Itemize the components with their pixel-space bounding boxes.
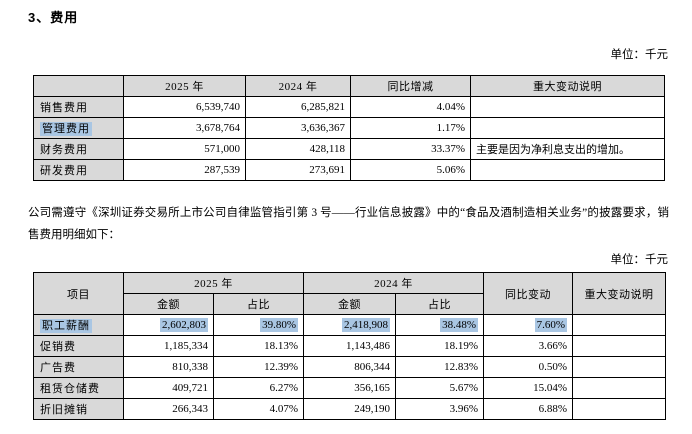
row-label: 促销费 [33, 335, 124, 357]
column-header-2024: 2024 年 [303, 272, 484, 294]
text-selection-highlight: 职工薪酬 [40, 319, 92, 333]
amount-2024: 2,418,908 [303, 314, 396, 336]
table-row: 职工薪酬 2,602,803 39.80% 2,418,908 38.48% 7… [33, 314, 666, 336]
row-label: 销售费用 [33, 96, 124, 118]
ratio-2024: 18.19% [395, 335, 484, 357]
unit-label: 单位：千元 [610, 49, 669, 61]
value-yoy: 5.06% [350, 159, 471, 181]
value-2025: 287,539 [123, 159, 246, 181]
ratio-2025: 4.07% [213, 398, 304, 420]
value-2024: 428,118 [245, 138, 351, 160]
column-header-2025: 2025 年 [123, 272, 304, 294]
selling-expense-detail-table: 项目 2025 年 2024 年 同比变动 重大变动说明 金额 占比 金额 占比… [33, 272, 666, 420]
column-header-item: 项目 [33, 272, 124, 315]
column-header-2024: 2024 年 [245, 75, 351, 97]
column-header-note: 重大变动说明 [572, 272, 666, 315]
text-selection-highlight: 2,602,803 [160, 318, 208, 332]
value-note [572, 335, 666, 357]
ratio-2024: 12.83% [395, 356, 484, 378]
table-row: 折旧摊销 266,343 4.07% 249,190 3.96% 6.88% [33, 398, 666, 420]
value-yoy: 1.17% [350, 117, 471, 139]
table-row: 财务费用 571,000 428,118 33.37% 主要是因为净利息支出的增… [33, 138, 665, 160]
value-note [572, 314, 666, 336]
ratio-2025: 39.80% [213, 314, 304, 336]
value-2024: 273,691 [245, 159, 351, 181]
ratio-2025: 6.27% [213, 377, 304, 399]
table-row: 研发费用 287,539 273,691 5.06% [33, 159, 665, 181]
table-row: 广告费 810,338 12.39% 806,344 12.83% 0.50% [33, 356, 666, 378]
row-label: 管理费用 [33, 117, 124, 139]
column-header-amount-2024: 金额 [303, 293, 396, 315]
table-subheader-row: 金额 占比 金额 占比 [34, 293, 666, 315]
row-label: 职工薪酬 [33, 314, 124, 336]
text-selection-highlight: 2,418,908 [342, 318, 390, 332]
value-note [572, 356, 666, 378]
section-heading: 3、费用 [28, 10, 79, 25]
table-header-row: 2025 年 2024 年 同比增减 重大变动说明 [33, 75, 665, 97]
column-header-2025: 2025 年 [123, 75, 246, 97]
value-2025: 571,000 [123, 138, 246, 160]
value-yoy: 0.50% [483, 356, 573, 378]
column-header-amount-2025: 金额 [123, 293, 214, 315]
empty-header-cell [33, 75, 124, 97]
value-yoy: 15.04% [483, 377, 573, 399]
table-row: 租赁仓储费 409,721 6.27% 356,165 5.67% 15.04% [33, 377, 666, 399]
value-2024: 3,636,367 [245, 117, 351, 139]
value-yoy: 7.60% [483, 314, 573, 336]
row-label: 租赁仓储费 [33, 377, 124, 399]
value-note [470, 117, 665, 139]
ratio-2024: 3.96% [395, 398, 484, 420]
table-row: 销售费用 6,539,740 6,285,821 4.04% [33, 96, 665, 118]
amount-2024: 806,344 [303, 356, 396, 378]
text-selection-highlight: 39.80% [260, 318, 298, 332]
value-yoy: 33.37% [350, 138, 471, 160]
amount-2025: 2,602,803 [123, 314, 214, 336]
value-note: 主要是因为净利息支出的增加。 [470, 138, 665, 160]
amount-2025: 409,721 [123, 377, 214, 399]
value-note [470, 96, 665, 118]
ratio-2024: 38.48% [395, 314, 484, 336]
row-label: 广告费 [33, 356, 124, 378]
amount-2024: 1,143,486 [303, 335, 396, 357]
table-row: 管理费用 3,678,764 3,636,367 1.17% [33, 117, 665, 139]
table-header-row: 项目 2025 年 2024 年 同比变动 重大变动说明 [33, 272, 666, 315]
text-selection-highlight: 38.48% [440, 318, 478, 332]
column-header-note: 重大变动说明 [470, 75, 665, 97]
amount-2025: 266,343 [123, 398, 214, 420]
ratio-2025: 12.39% [213, 356, 304, 378]
value-2025: 3,678,764 [123, 117, 246, 139]
column-header-ratio-2024: 占比 [395, 293, 484, 315]
unit-label: 单位：千元 [610, 254, 669, 266]
table-row: 促销费 1,185,334 18.13% 1,143,486 18.19% 3.… [33, 335, 666, 357]
row-label: 折旧摊销 [33, 398, 124, 420]
value-2024: 6,285,821 [245, 96, 351, 118]
amount-2025: 810,338 [123, 356, 214, 378]
value-2025: 6,539,740 [123, 96, 246, 118]
row-label: 研发费用 [33, 159, 124, 181]
expense-summary-table: 2025 年 2024 年 同比增减 重大变动说明 销售费用 6,539,740… [33, 75, 665, 181]
amount-2025: 1,185,334 [123, 335, 214, 357]
value-yoy: 4.04% [350, 96, 471, 118]
column-header-yoy: 同比增减 [350, 75, 471, 97]
value-note [572, 398, 666, 420]
column-header-yoy: 同比变动 [483, 272, 573, 315]
value-yoy: 6.88% [483, 398, 573, 420]
value-yoy: 3.66% [483, 335, 573, 357]
disclosure-paragraph: 公司需遵守《深圳证券交易所上市公司自律监管指引第 3 号——行业信息披露》中的“… [28, 207, 669, 241]
amount-2024: 356,165 [303, 377, 396, 399]
ratio-2025: 18.13% [213, 335, 304, 357]
value-note [470, 159, 665, 181]
row-label: 财务费用 [33, 138, 124, 160]
ratio-2024: 5.67% [395, 377, 484, 399]
amount-2024: 249,190 [303, 398, 396, 420]
text-selection-highlight: 管理费用 [40, 122, 92, 136]
text-selection-highlight: 7.60% [534, 318, 567, 332]
value-note [572, 377, 666, 399]
column-header-ratio-2025: 占比 [213, 293, 304, 315]
